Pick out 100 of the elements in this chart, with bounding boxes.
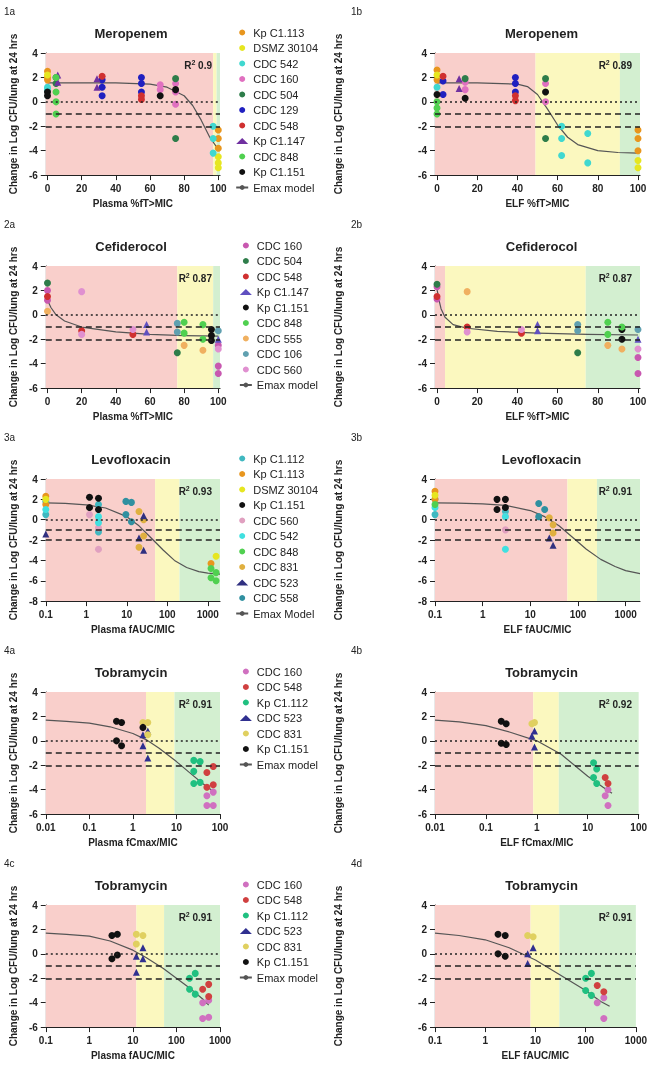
legend-label: CDC 504 bbox=[256, 255, 303, 267]
y-tick-label: -6 bbox=[28, 382, 39, 394]
legend-label: CDC 548 bbox=[256, 681, 303, 693]
y-tick-label: 2 bbox=[32, 923, 39, 935]
y-tick-label: -2 bbox=[28, 534, 39, 546]
text: 1b bbox=[351, 5, 363, 17]
x-tick-label: 1 bbox=[130, 821, 137, 833]
x-tick-label: 1000 bbox=[614, 608, 638, 620]
x-tick-label: 10 bbox=[524, 608, 537, 620]
y-tick-label: 4 bbox=[32, 47, 39, 59]
y-tick-label: -6 bbox=[418, 808, 428, 820]
x-tick-label: 1 bbox=[86, 1034, 93, 1046]
y-tick-label: -4 bbox=[418, 145, 428, 157]
y-tick-label: 2 bbox=[32, 71, 39, 83]
x-tick-label: 1 bbox=[479, 608, 486, 620]
chart-title: Tobramycin bbox=[505, 878, 578, 893]
x-tick-label: 0.01 bbox=[36, 821, 56, 833]
y-tick-label: 4 bbox=[421, 47, 428, 59]
y-tick-label: 0 bbox=[32, 514, 39, 526]
legend-label: CDC 848 bbox=[253, 545, 299, 558]
y-tick-label: -6 bbox=[28, 169, 39, 181]
y-tick-label: -2 bbox=[418, 333, 428, 345]
y-tick-label: 2 bbox=[421, 923, 428, 935]
y-tick-label: -4 bbox=[418, 997, 428, 1009]
x-tick-label: 0.1 bbox=[428, 1034, 443, 1046]
legend-label: CDC 560 bbox=[253, 514, 299, 527]
y-tick-label: -2 bbox=[28, 972, 39, 984]
x-tick-label: 1000 bbox=[208, 1034, 232, 1046]
x-tick-label: 100 bbox=[158, 608, 177, 620]
chart-title: Cefiderocol bbox=[505, 239, 578, 254]
x-axis-title: ELF %fT>MIC bbox=[505, 410, 570, 422]
x-tick-label: 100 bbox=[209, 395, 228, 407]
x-axis-title: ELF %fT>MIC bbox=[505, 197, 570, 209]
x-axis-title: ELF fAUC/MIC bbox=[501, 1049, 570, 1061]
y-tick-label: 2 bbox=[421, 710, 428, 722]
legend-label: Kp C1.112 bbox=[256, 696, 309, 709]
y-axis-title: Change in Log CFU/lung at 24 hrs bbox=[332, 672, 344, 834]
y-tick-label: 0 bbox=[421, 735, 428, 747]
x-tick-label: 60 bbox=[144, 182, 156, 194]
x-tick-label: 40 bbox=[511, 395, 524, 407]
y-tick-label: 4 bbox=[421, 473, 428, 485]
y-tick-label: -4 bbox=[28, 997, 39, 1009]
legend-label: Kp C1.151 bbox=[253, 499, 306, 511]
y-tick-label: -8 bbox=[418, 595, 428, 607]
y-tick-label: 2 bbox=[32, 710, 39, 722]
y-tick-label: -4 bbox=[28, 358, 39, 370]
x-tick-label: 100 bbox=[577, 1034, 595, 1046]
y-tick-label: -4 bbox=[418, 554, 428, 566]
y-axis-title: Change in Log CFU/lung at 24 hrs bbox=[7, 246, 19, 408]
x-tick-label: 10 bbox=[127, 1034, 139, 1046]
x-tick-label: 1 bbox=[482, 1034, 489, 1046]
legend-label: DSMZ 30104 bbox=[253, 42, 318, 54]
x-tick-label: 100 bbox=[630, 821, 648, 833]
chart-title: Tobramycin bbox=[94, 665, 168, 680]
chart-title: Levofloxacin bbox=[91, 452, 171, 467]
y-tick-label: 0 bbox=[421, 309, 428, 321]
y-tick-label: -6 bbox=[28, 1021, 39, 1033]
legend-label: Kp C1.112 bbox=[253, 452, 305, 465]
legend-label: CDC 548 bbox=[256, 894, 303, 906]
y-tick-label: -6 bbox=[28, 808, 39, 820]
x-tick-label: 40 bbox=[110, 182, 122, 194]
y-axis-title: Change in Log CFU/lung at 24 hrs bbox=[332, 885, 344, 1047]
y-tick-label: 4 bbox=[421, 899, 428, 911]
legend-label: Emax Model bbox=[253, 607, 315, 620]
chart-title: Cefiderocol bbox=[95, 239, 167, 254]
legend-label: CDC 848 bbox=[256, 317, 303, 329]
y-axis-title: Change in Log CFU/lung at 24 hrs bbox=[7, 672, 19, 834]
y-tick-label: 0 bbox=[32, 948, 39, 960]
legend-label: CDC 160 bbox=[256, 239, 303, 252]
legend-label: CDC 831 bbox=[253, 561, 299, 573]
x-tick-label: 0.1 bbox=[428, 608, 443, 620]
y-tick-label: -2 bbox=[418, 534, 428, 546]
y-tick-label: -6 bbox=[418, 1021, 428, 1033]
y-axis-title: Change in Log CFU/lung at 24 hrs bbox=[332, 33, 344, 195]
y-tick-label: -2 bbox=[418, 120, 428, 132]
y-tick-label: 4 bbox=[32, 260, 39, 272]
x-tick-label: 40 bbox=[511, 182, 524, 194]
chart-title: Tobramycin bbox=[505, 665, 578, 680]
x-tick-label: 0 bbox=[44, 395, 51, 407]
x-tick-label: 20 bbox=[471, 395, 484, 407]
y-tick-label: -4 bbox=[418, 358, 428, 370]
text: 3b bbox=[351, 431, 363, 443]
x-tick-label: 10 bbox=[121, 608, 133, 620]
legend-label: Kp C1.112 bbox=[256, 909, 309, 922]
x-tick-label: 0 bbox=[44, 182, 51, 194]
legend-label: Kp C1.113 bbox=[253, 26, 305, 39]
y-tick-label: 0 bbox=[421, 514, 428, 526]
legend-label: CDC 555 bbox=[256, 332, 303, 345]
y-axis-title: Change in Log CFU/lung at 24 hrs bbox=[7, 885, 19, 1047]
x-tick-label: 0.1 bbox=[38, 608, 54, 620]
x-tick-label: 0.01 bbox=[425, 821, 446, 833]
text: 2b bbox=[351, 218, 363, 230]
legend-label: DSMZ 30104 bbox=[253, 483, 318, 496]
legend-label: Emax model bbox=[256, 971, 319, 984]
legend-label: CDC 106 bbox=[256, 348, 303, 360]
y-tick-label: 4 bbox=[421, 260, 428, 272]
y-tick-label: -6 bbox=[418, 575, 428, 587]
legend-label: Emax model bbox=[256, 379, 319, 391]
x-axis-title: ELF fCmax/MIC bbox=[500, 836, 574, 848]
x-axis-title: Plasma fCmax/MIC bbox=[88, 836, 178, 848]
